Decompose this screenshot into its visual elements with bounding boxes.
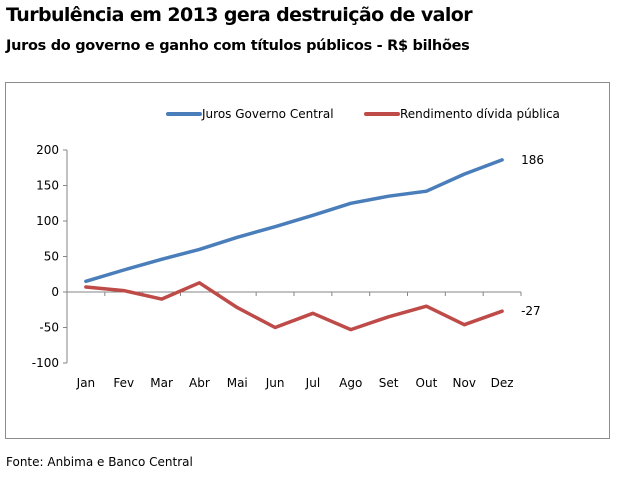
chart-frame: Juros Governo Central Rendimento dívida p…	[5, 82, 610, 439]
data-point	[387, 315, 390, 319]
y-tick-label: 0	[51, 285, 59, 299]
chart-title: Turbulência em 2013 gera destruição de v…	[6, 4, 473, 26]
legend: Juros Governo Central Rendimento dívida p…	[166, 107, 560, 121]
series-line-1	[84, 158, 504, 284]
data-point	[500, 158, 504, 162]
data-point	[500, 309, 504, 313]
x-tick-label: Mai	[227, 376, 248, 390]
series-line-2	[84, 281, 504, 332]
x-tick-label: Dez	[491, 376, 514, 390]
data-point	[425, 189, 428, 193]
x-tick-label: Mar	[150, 376, 173, 390]
data-point	[311, 214, 315, 217]
data-point	[122, 289, 125, 292]
data-point	[273, 225, 277, 228]
data-point	[463, 172, 466, 176]
series-end-label: -27	[521, 304, 541, 318]
data-point	[387, 194, 390, 198]
series-end-label: 186	[521, 153, 544, 167]
x-tick-label: Ago	[339, 376, 362, 390]
x-tick-label: Jun	[265, 376, 285, 390]
y-tick-label: -100	[32, 356, 59, 370]
source-note: Fonte: Anbima e Banco Central	[6, 455, 193, 469]
data-point	[198, 281, 201, 284]
data-point	[349, 202, 352, 205]
data-point	[463, 323, 466, 326]
x-axis: Jan Fev Mar Abr Mai Jun Jul Ago Set Out Nov Dez	[66, 291, 522, 390]
x-tick-label: Jan	[76, 376, 96, 390]
x-tick-label: Abr	[189, 376, 210, 390]
data-point	[160, 297, 163, 301]
data-point	[84, 285, 88, 289]
y-tick-label: 150	[36, 179, 59, 193]
legend-label: Rendimento dívida pública	[400, 107, 560, 121]
x-tick-label: Set	[379, 376, 399, 390]
data-point	[236, 306, 239, 309]
series-layer: 186 -27	[84, 153, 544, 332]
data-point	[273, 326, 277, 329]
data-point	[160, 258, 163, 261]
data-point	[236, 236, 239, 239]
y-axis: 200 150 100 50 0 -50 -100	[32, 143, 68, 370]
legend-item: Juros Governo Central	[166, 107, 334, 121]
data-point	[311, 312, 315, 315]
chart-subtitle: Juros do governo e ganho com títulos púb…	[6, 38, 470, 54]
y-tick-label: 50	[44, 250, 59, 264]
x-tick-label: Jul	[305, 376, 320, 390]
x-tick-label: Out	[416, 376, 438, 390]
y-tick-label: 100	[36, 214, 59, 228]
data-point	[122, 268, 125, 272]
y-tick-label: -50	[39, 321, 59, 335]
y-tick-label: 200	[36, 143, 59, 157]
line-chart: Juros Governo Central Rendimento dívida p…	[32, 107, 560, 390]
data-point	[84, 280, 88, 283]
legend-item: Rendimento dívida pública	[364, 107, 560, 121]
data-point	[198, 248, 201, 251]
x-tick-label: Fev	[113, 376, 134, 390]
x-tick-label: Nov	[453, 376, 476, 390]
data-point	[349, 328, 352, 331]
legend-label: Juros Governo Central	[201, 107, 334, 121]
data-point	[425, 305, 428, 308]
